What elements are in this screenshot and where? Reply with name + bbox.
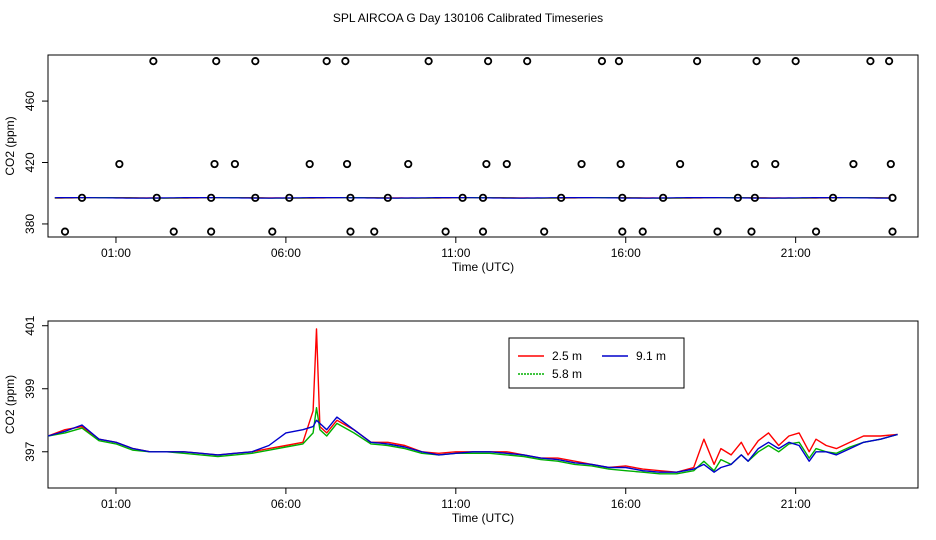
data-point	[557, 193, 566, 202]
data-point	[441, 227, 450, 236]
data-point	[502, 159, 511, 169]
x-tick-label: 21:00	[781, 497, 811, 511]
data-point	[771, 159, 780, 169]
data-point	[370, 227, 379, 236]
legend-label: 9.1 m	[636, 349, 666, 363]
data-point	[483, 57, 493, 66]
top-panel: 01:00 06:00 11:00 16:00 21:00 380 420 460 Time (…	[3, 54, 919, 274]
x-tick-label: 06:00	[271, 497, 301, 511]
data-point	[693, 57, 702, 66]
bottom-panel: 01:00 06:00 11:00 16:00 21:00 397 399 401 Time (…	[3, 315, 919, 525]
x-tick-label: 01:00	[101, 497, 131, 511]
data-point	[750, 193, 759, 202]
data-point	[577, 159, 586, 169]
plot-frame	[47, 54, 919, 238]
data-point	[886, 159, 895, 169]
data-point	[828, 193, 838, 202]
plot-frame	[47, 320, 919, 489]
data-point	[752, 57, 761, 66]
x-tick-label: 16:00	[611, 246, 641, 260]
data-point	[210, 159, 219, 169]
x-tick-label: 11:00	[441, 246, 470, 260]
data-point	[866, 57, 875, 66]
x-tick-label: 01:00	[101, 246, 131, 260]
data-point	[207, 193, 216, 202]
data-point	[478, 193, 488, 202]
data-point	[404, 159, 413, 169]
data-point	[791, 57, 800, 66]
data-point	[212, 57, 221, 66]
data-point	[230, 159, 240, 169]
data-point	[482, 159, 491, 169]
legend-box	[508, 337, 685, 389]
data-point	[849, 159, 858, 169]
data-point	[676, 159, 685, 169]
data-point	[346, 193, 355, 202]
data-point	[251, 57, 260, 66]
data-point	[478, 227, 488, 236]
series-line	[47, 407, 898, 475]
data-point	[60, 227, 70, 236]
x-axis-label: Time (UTC)	[452, 511, 514, 525]
data-point	[115, 159, 124, 169]
y-tick-label: 460	[23, 91, 37, 111]
data-point	[713, 227, 722, 236]
data-point	[888, 227, 897, 236]
scatter-series-line	[54, 197, 891, 199]
data-point	[659, 193, 668, 202]
data-point	[618, 193, 627, 202]
data-point	[152, 193, 161, 202]
data-point	[285, 193, 294, 202]
data-point	[888, 193, 897, 202]
data-point	[885, 57, 894, 66]
data-point	[346, 227, 355, 236]
y-axis-label: CO2 (ppm)	[3, 116, 17, 175]
data-point	[540, 227, 549, 236]
data-point	[523, 57, 532, 66]
data-point	[747, 227, 756, 236]
x-axis-label: Time (UTC)	[452, 260, 514, 274]
data-point	[383, 193, 392, 202]
data-point	[305, 159, 314, 169]
data-point	[341, 57, 350, 66]
series-line	[47, 328, 898, 473]
data-point	[614, 57, 624, 66]
legend: 2.5 m 5.8 m 9.1 m	[508, 337, 685, 389]
x-tick-label: 11:00	[441, 497, 470, 511]
figure-title: SPL AIRCOA G Day 130106 Calibrated Times…	[333, 11, 603, 25]
x-tick-label: 16:00	[611, 497, 641, 511]
data-point	[811, 227, 821, 236]
x-tick-label: 21:00	[781, 246, 811, 260]
data-point	[77, 193, 87, 202]
y-tick-label: 397	[23, 441, 37, 461]
data-point	[342, 159, 352, 169]
data-point	[424, 57, 433, 66]
legend-label: 5.8 m	[552, 367, 582, 381]
data-point	[268, 227, 277, 236]
data-point	[149, 57, 158, 66]
x-tick-label: 06:00	[271, 246, 301, 260]
y-axis-label: CO2 (ppm)	[3, 375, 17, 434]
y-tick-label: 399	[23, 378, 37, 398]
data-point	[207, 227, 216, 236]
data-point	[169, 227, 178, 236]
data-point	[750, 159, 759, 169]
y-tick-label: 380	[23, 214, 37, 234]
data-point	[251, 193, 260, 202]
y-tick-label: 420	[23, 152, 37, 172]
data-point	[616, 159, 625, 169]
data-point	[638, 227, 647, 236]
y-tick-label: 401	[23, 315, 37, 335]
legend-label: 2.5 m	[552, 349, 582, 363]
data-point	[733, 193, 742, 202]
data-point	[322, 57, 331, 66]
data-point	[618, 227, 627, 236]
data-point	[597, 57, 607, 66]
data-point	[458, 193, 467, 202]
series-line	[47, 416, 898, 473]
